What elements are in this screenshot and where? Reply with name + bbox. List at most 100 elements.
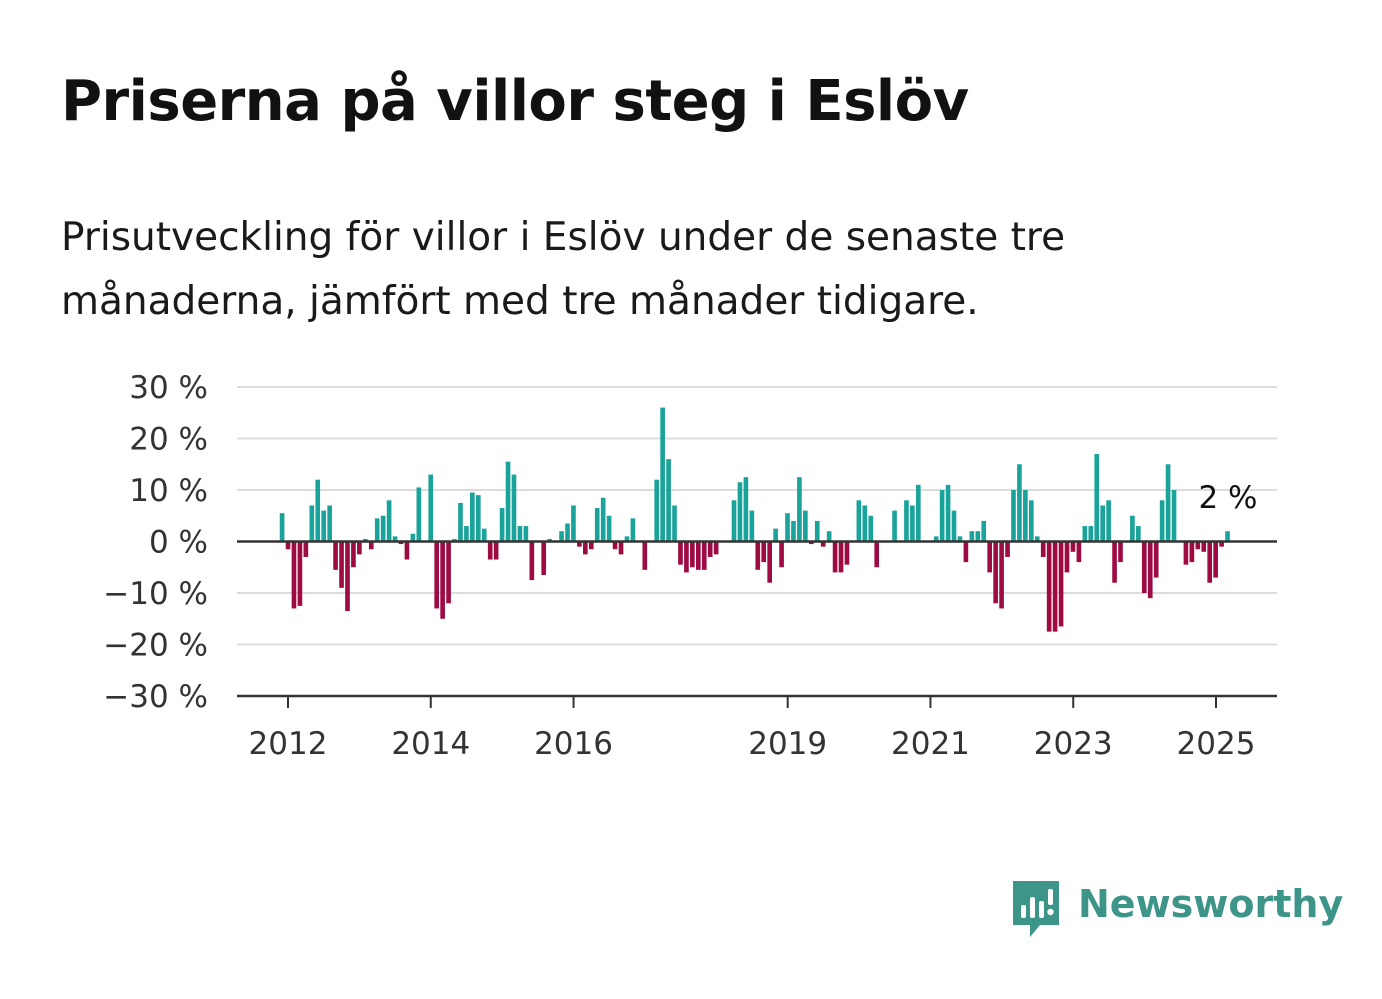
bar: [785, 513, 790, 542]
bar: [1100, 505, 1105, 542]
bar: [975, 531, 981, 542]
bar: [701, 541, 707, 570]
bar: [588, 541, 594, 550]
y-tick-label: −20 %: [103, 628, 208, 664]
x-tick-label: 2012: [249, 726, 328, 762]
bar: [999, 541, 1004, 609]
bar: [606, 515, 612, 542]
bar: [357, 541, 362, 555]
bar: [1028, 500, 1034, 542]
bar: [773, 528, 778, 542]
bar: [374, 518, 380, 542]
bar: [612, 541, 618, 550]
bar: [386, 500, 392, 542]
bar: [791, 520, 796, 542]
bar: [666, 459, 671, 542]
bar: [1082, 526, 1088, 542]
bar: [1153, 541, 1159, 578]
bar: [481, 528, 487, 542]
bar: [285, 541, 291, 550]
bar: [1171, 490, 1177, 542]
bar: [1136, 526, 1141, 542]
x-tick-label: 2019: [748, 726, 827, 762]
bar: [517, 526, 523, 542]
bar: [416, 487, 422, 542]
bar: [600, 497, 606, 542]
chart-subtitle: Prisutveckling för villor i Eslöv under …: [61, 215, 1066, 324]
axes: [237, 540, 1277, 708]
tick-labels: 30 % 20 % 10 % 0 % −10 % −20 % −30 % 2012 2014 20…: [103, 370, 1257, 762]
bar: [820, 541, 826, 547]
bar: [1052, 541, 1058, 632]
bar: [559, 531, 564, 542]
bar: [291, 541, 297, 609]
bar: [446, 541, 451, 604]
bar: [1159, 500, 1165, 542]
bar: [892, 510, 897, 542]
bar: [660, 407, 665, 542]
bar: [672, 505, 677, 542]
bar: [577, 541, 582, 547]
bar: [1225, 531, 1230, 542]
bar: [529, 541, 535, 581]
bar: [1040, 541, 1046, 557]
bar: [654, 479, 660, 542]
bar: [464, 526, 469, 542]
bar: [493, 541, 499, 560]
bar: [779, 541, 784, 568]
bar: [844, 541, 850, 565]
bar: [511, 474, 517, 542]
bar: [862, 505, 868, 542]
bar: [838, 541, 844, 573]
bar: [1046, 541, 1052, 632]
bar: [505, 461, 511, 542]
bar: [1005, 541, 1010, 557]
bar: [571, 505, 576, 542]
bar: [731, 500, 737, 542]
bar: [309, 505, 315, 542]
bar: [755, 541, 761, 570]
bar: [1165, 464, 1171, 542]
bar: [856, 500, 862, 542]
newsworthy-logo-icon: [1013, 881, 1059, 937]
bar: [523, 526, 529, 542]
bar: [428, 474, 434, 542]
bar: [279, 513, 285, 542]
bar: [1023, 490, 1028, 542]
bar: [1011, 490, 1016, 542]
bar: [1130, 515, 1135, 542]
bar: [1183, 541, 1189, 565]
bar: [541, 541, 547, 575]
bar: [814, 520, 820, 542]
bar: [642, 541, 648, 570]
bar: [904, 500, 909, 542]
bar: [993, 541, 998, 604]
bar: [594, 508, 600, 542]
bar: [458, 502, 463, 542]
bar: [713, 541, 719, 555]
bar: [315, 479, 321, 542]
bar: [583, 541, 588, 555]
x-tick-label: 2014: [391, 726, 470, 762]
y-tick-label: 10 %: [129, 473, 208, 509]
bar: [1141, 541, 1147, 593]
bar: [1189, 541, 1195, 563]
bar: [1058, 541, 1064, 627]
bar: [333, 541, 338, 570]
bar: [987, 541, 993, 573]
bar: [547, 538, 552, 542]
y-tick-label: −30 %: [103, 679, 208, 715]
bar: [392, 536, 398, 542]
chart-title: Priserna på villor steg i Eslöv: [61, 69, 969, 134]
bar: [499, 508, 505, 542]
bar: [808, 541, 814, 545]
bar: [945, 484, 951, 542]
bar: [826, 531, 832, 542]
bar: [737, 482, 743, 542]
bar: [933, 536, 939, 542]
bar: [1219, 541, 1224, 547]
brand-name: Newsworthy: [1078, 882, 1344, 926]
y-tick-label: 20 %: [129, 422, 208, 458]
bar: [951, 510, 957, 542]
bar: [1106, 500, 1111, 542]
